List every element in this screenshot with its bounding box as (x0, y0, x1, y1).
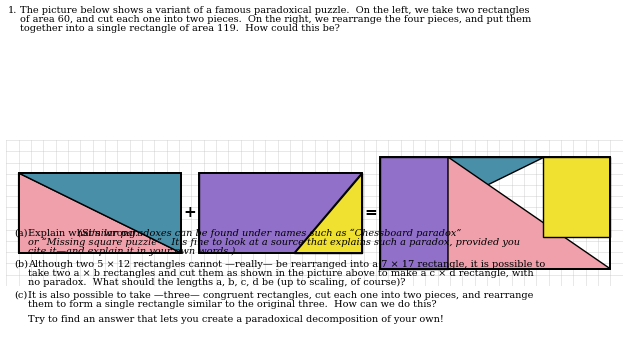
Text: them to form a single rectangle similar to the original three.  How can we do th: them to form a single rectangle similar … (28, 300, 437, 309)
Text: 1.: 1. (8, 6, 18, 15)
Text: of area 60, and cut each one into two pieces.  On the right, we rearrange the fo: of area 60, and cut each one into two pi… (20, 15, 532, 24)
Text: =: = (365, 205, 377, 221)
Bar (199, 173, 362, 253)
Text: together into a single rectangle of area 119.  How could this be?: together into a single rectangle of area… (20, 24, 340, 33)
Text: It is also possible to take —three— congruent rectangles, cut each one into two : It is also possible to take —three— cong… (28, 291, 533, 300)
Polygon shape (448, 157, 610, 269)
Text: take two a × b rectangles and cut them as shown in the picture above to make a c: take two a × b rectangles and cut them a… (28, 269, 533, 278)
Text: +: + (184, 205, 197, 221)
Text: Explain what’s wrong.: Explain what’s wrong. (28, 229, 138, 238)
Polygon shape (19, 173, 181, 253)
Text: Try to find an answer that lets you create a paradoxical decomposition of your o: Try to find an answer that lets you crea… (28, 315, 443, 324)
Polygon shape (199, 173, 362, 253)
Text: (b): (b) (14, 260, 28, 269)
Polygon shape (19, 173, 181, 253)
Text: or “Missing square puzzle”.  It’s fine to look at a source that explains such a : or “Missing square puzzle”. It’s fine to… (28, 238, 520, 247)
Polygon shape (543, 157, 610, 237)
Polygon shape (381, 157, 448, 269)
Text: cite it—and explain it in your own words.): cite it—and explain it in your own words… (28, 247, 235, 256)
Text: Although two 5 × 12 rectangles cannot —really— be rearranged into a 7 × 17 recta: Although two 5 × 12 rectangles cannot —r… (28, 260, 545, 269)
Polygon shape (381, 157, 543, 237)
Text: no paradox.  What should the lengths a, b, c, d be (up to scaling, of course)?: no paradox. What should the lengths a, b… (28, 278, 406, 287)
Text: (Similar paradoxes can be found under names such as “Chessboard paradox”: (Similar paradoxes can be found under na… (78, 229, 462, 238)
Text: (c): (c) (14, 291, 27, 300)
Bar (381, 157, 610, 269)
Text: The picture below shows a variant of a famous paradoxical puzzle.  On the left, : The picture below shows a variant of a f… (20, 6, 530, 15)
Text: (a): (a) (14, 229, 28, 238)
Polygon shape (294, 173, 362, 253)
Bar (19, 173, 181, 253)
